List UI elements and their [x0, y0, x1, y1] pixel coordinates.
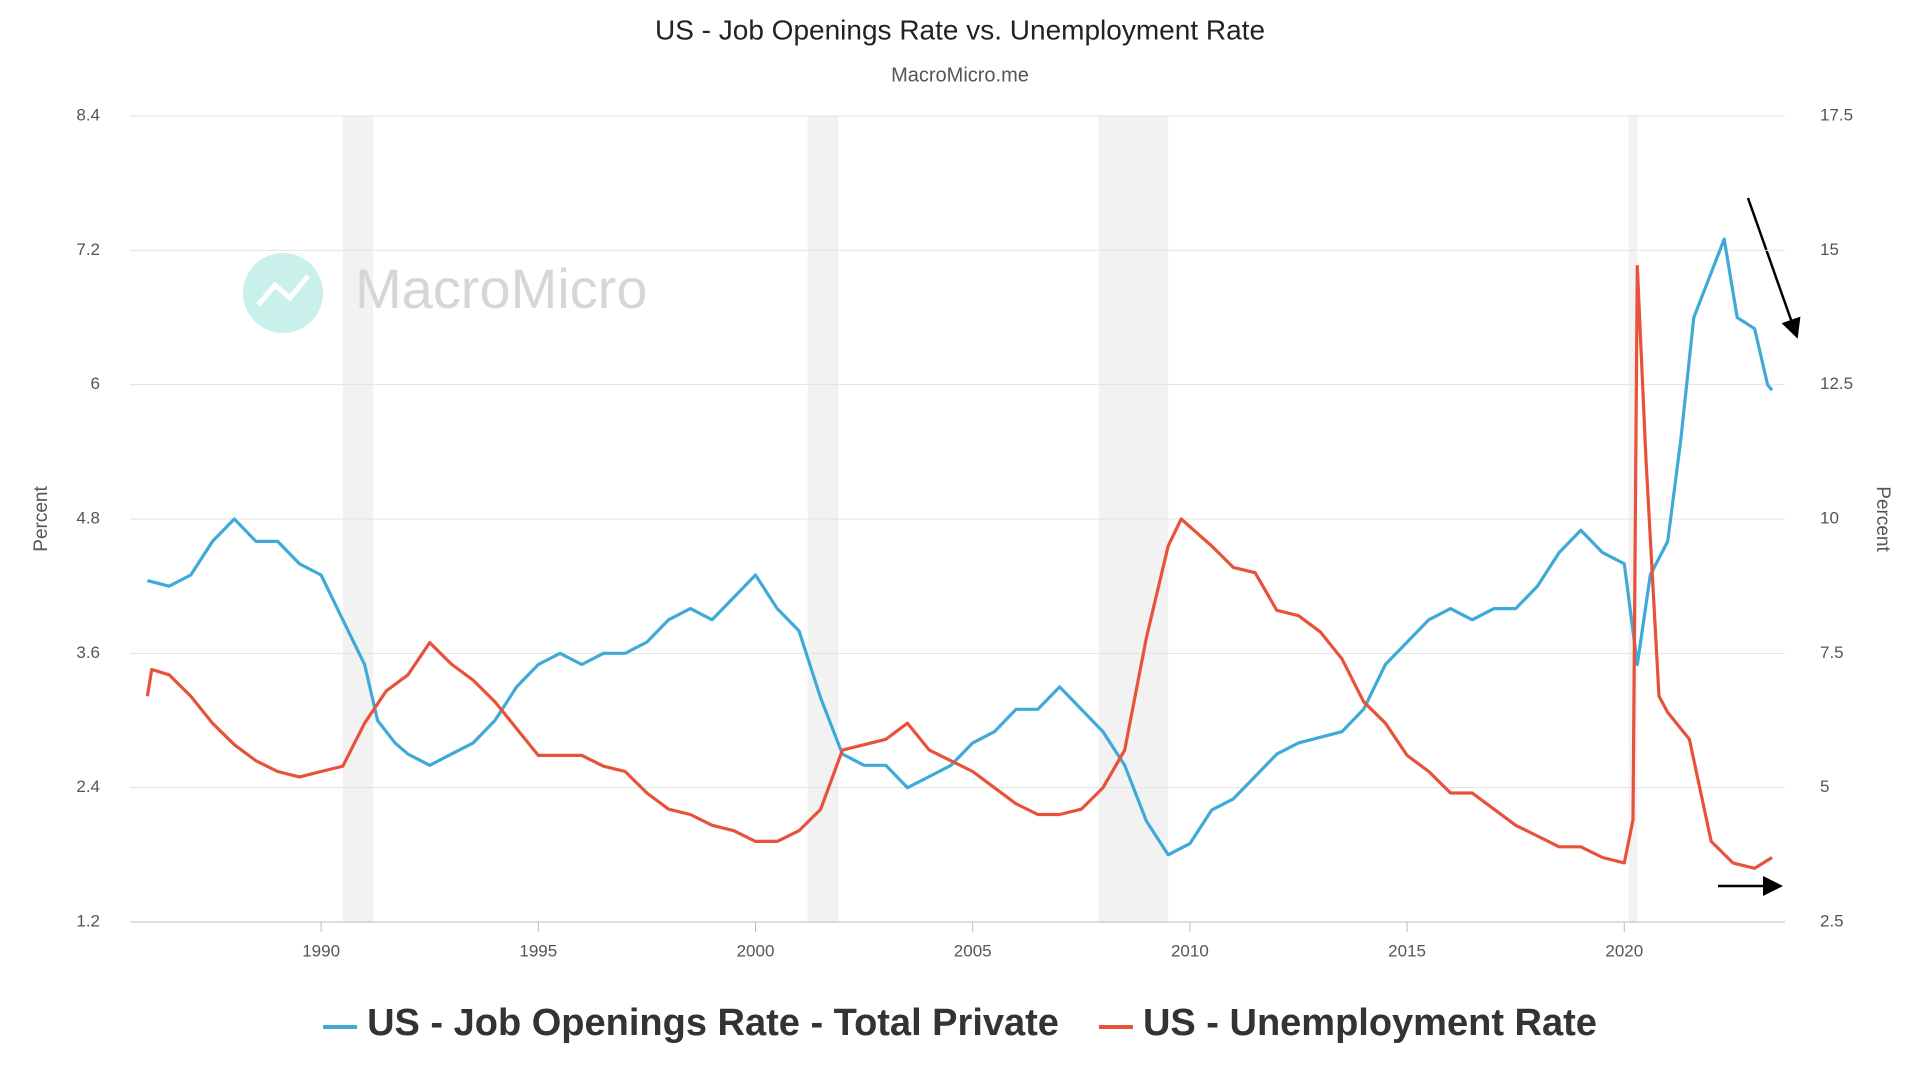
- chart-title: US - Job Openings Rate vs. Unemployment …: [655, 14, 1265, 45]
- y-tick-label: 8.4: [76, 105, 100, 124]
- x-tick-label: 2020: [1605, 941, 1643, 960]
- annotation-arrow: [1746, 197, 1801, 339]
- watermark-logo-line: [256, 274, 310, 307]
- y-tick-label: 2.4: [76, 777, 100, 796]
- y-tick-label: 6: [91, 374, 100, 393]
- x-tick-label: 2015: [1388, 941, 1426, 960]
- y2-tick-label: 5: [1820, 777, 1829, 796]
- y2-tick-label: 17.5: [1820, 105, 1853, 124]
- watermark: MacroMicro: [243, 253, 647, 333]
- x-tick-label: 2005: [954, 941, 992, 960]
- y2-tick-label: 2.5: [1820, 911, 1844, 930]
- data-line: [145, 264, 1773, 870]
- x-tick-label: 2000: [737, 941, 775, 960]
- y-tick-label: 4.8: [76, 508, 100, 527]
- y-axis-label: Percent: [31, 486, 52, 552]
- legend-label: US - Job Openings Rate - Total Private: [367, 1002, 1059, 1044]
- x-tick-label: 1990: [302, 941, 340, 960]
- y-tick-label: 3.6: [76, 643, 100, 662]
- y2-tick-label: 7.5: [1820, 643, 1844, 662]
- y-tick-label: 7.2: [76, 240, 100, 259]
- x-tick-label: 1995: [519, 941, 557, 960]
- x-tick-label: 2010: [1171, 941, 1209, 960]
- chart-subtitle: MacroMicro.me: [891, 64, 1029, 86]
- y2-tick-label: 10: [1820, 508, 1839, 527]
- y2-tick-label: 12.5: [1820, 374, 1853, 393]
- data-line: [147, 237, 1774, 857]
- legend-label: US - Unemployment Rate: [1143, 1002, 1597, 1044]
- watermark-text: MacroMicro: [355, 257, 647, 320]
- y2-tick-label: 15: [1820, 240, 1839, 259]
- y2-axis-label: Percent: [1872, 486, 1893, 552]
- y-tick-label: 1.2: [76, 911, 100, 930]
